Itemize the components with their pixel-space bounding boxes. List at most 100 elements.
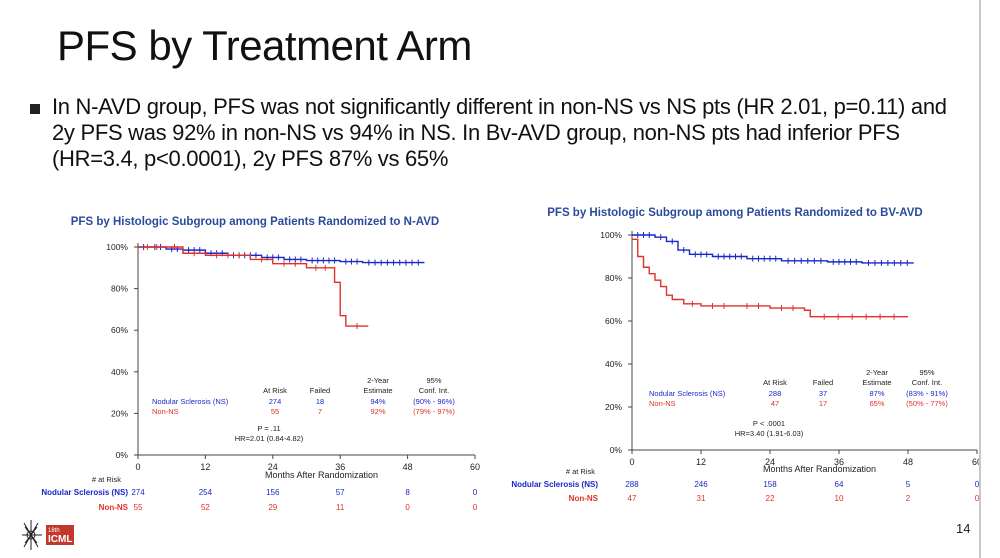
p-value: P = .11 [257,424,280,433]
stats-cell: Nodular Sclerosis (NS) [152,397,229,406]
x-tick-label: 12 [696,457,706,467]
x-tick-label: 24 [765,457,775,467]
x-tick-label: 48 [903,457,913,467]
risk-count: 55 [134,503,143,512]
x-tick-label: 0 [629,457,634,467]
hazard-ratio: HR=2.01 (0.84-4.82) [235,434,304,443]
stats-cell: (83% - 91%) [906,389,948,398]
stats-cell: 65% [869,399,884,408]
y-tick-label: 60% [111,325,128,335]
stats-cell: 47 [771,399,779,408]
bullet-text: In N-AVD group, PFS was not significantl… [52,94,947,171]
stats-cell: 7 [318,407,322,416]
x-tick-label: 0 [135,462,140,472]
logo-edition: 18th [48,528,60,534]
y-tick-label: 0% [610,445,623,455]
stats-cell: 37 [819,389,827,398]
stats-header: 2-Year [367,376,389,385]
chart-title: PFS by Histologic Subgroup among Patient… [547,207,922,219]
stats-header: 95% [919,368,934,377]
stats-header: 2-Year [866,368,888,377]
stats-cell: 17 [819,399,827,408]
hazard-ratio: HR=3.40 (1.91-6.03) [735,429,804,438]
risk-count: 8 [405,488,410,497]
risk-row-name: Nodular Sclerosis (NS) [511,480,598,489]
risk-count: 0 [473,503,478,512]
stats-header: 95% [426,376,441,385]
stats-cell: Nodular Sclerosis (NS) [649,389,726,398]
stats-cell: 92% [370,407,385,416]
stats-header: Estimate [862,378,891,387]
km-chart-bvavd: PFS by Histologic Subgroup among Patient… [495,198,980,513]
stats-header: Conf. Int. [419,386,449,395]
x-tick-label: 24 [268,462,278,472]
risk-count: 10 [835,494,844,503]
logo-icml: ICML [48,534,72,545]
risk-count: 156 [266,488,280,497]
x-axis-title: Months After Randomization [763,464,876,474]
stats-cell: (79% - 97%) [413,407,455,416]
risk-count: 2 [906,494,911,503]
stats-cell: (90% - 96%) [413,397,455,406]
stats-cell: 55 [271,407,279,416]
chart-title: PFS by Histologic Subgroup among Patient… [71,216,439,228]
risk-count: 5 [906,480,911,489]
icml-logo: 18th ICML [20,517,80,553]
x-tick-label: 12 [200,462,210,472]
stats-cell: 274 [269,397,282,406]
risk-count: 64 [835,480,844,489]
km-curve-ns [632,234,914,264]
icml-logo-graphic: 18th ICML [22,520,74,550]
y-tick-label: 80% [111,284,128,294]
y-tick-label: 20% [111,408,128,418]
y-tick-label: 40% [605,359,622,369]
risk-count: 254 [199,488,213,497]
risk-count: 47 [628,494,637,503]
slide-title: PFS by Treatment Arm [57,22,472,69]
x-tick-label: 36 [335,462,345,472]
risk-count: 0 [473,488,478,497]
risk-count: 11 [336,503,345,512]
risk-count: 22 [766,494,775,503]
risk-count: 0 [975,494,980,503]
stats-header: Conf. Int. [912,378,942,387]
risk-count: 57 [336,488,345,497]
x-tick-label: 60 [972,457,980,467]
risk-row-name: Non-NS [99,503,129,512]
x-tick-label: 60 [470,462,480,472]
stats-header: Failed [310,386,330,395]
risk-table-label: # at Risk [566,467,595,476]
stats-cell: Non-NS [152,407,179,416]
y-tick-label: 100% [600,230,622,240]
risk-count: 0 [405,503,410,512]
stats-cell: 94% [370,397,385,406]
stats-cell: 87% [869,389,884,398]
stats-header: Failed [813,378,833,387]
risk-row-name: Non-NS [569,494,599,503]
y-tick-label: 20% [605,402,622,412]
bullet-marker [30,104,40,114]
x-tick-label: 48 [403,462,413,472]
risk-table-label: # at Risk [92,475,121,484]
stats-header: At Risk [763,378,787,387]
risk-count: 29 [268,503,277,512]
risk-count: 158 [763,480,777,489]
risk-count: 31 [697,494,706,503]
y-tick-label: 60% [605,316,622,326]
km-chart-navd-svg: PFS by Histologic Subgroup among Patient… [41,216,480,512]
x-tick-label: 36 [834,457,844,467]
stats-header: Estimate [363,386,392,395]
risk-count: 274 [131,488,145,497]
km-chart-bvavd-svg: PFS by Histologic Subgroup among Patient… [511,207,980,503]
km-chart-navd: PFS by Histologic Subgroup among Patient… [0,205,490,515]
y-tick-label: 100% [106,242,128,252]
bullet-point: In N-AVD group, PFS was not significantl… [22,94,972,172]
y-tick-label: 0% [116,450,129,460]
risk-row-name: Nodular Sclerosis (NS) [41,488,128,497]
y-tick-label: 40% [111,367,128,377]
risk-count: 0 [975,480,980,489]
slide-right-border [979,0,981,558]
y-tick-label: 80% [605,273,622,283]
page-number: 14 [956,521,971,536]
stats-cell: 18 [316,397,324,406]
